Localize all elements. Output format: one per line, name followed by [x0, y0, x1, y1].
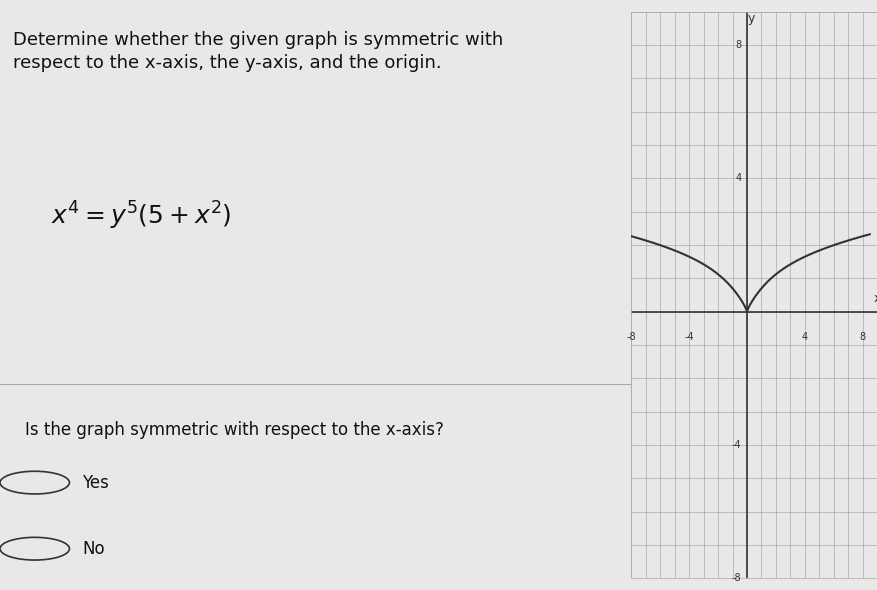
- Text: Yes: Yes: [82, 474, 109, 491]
- Text: 8: 8: [735, 40, 741, 50]
- Text: -8: -8: [731, 573, 741, 583]
- Text: 4: 4: [802, 332, 808, 342]
- Text: Determine whether the given graph is symmetric with
respect to the x-axis, the y: Determine whether the given graph is sym…: [12, 31, 503, 73]
- Text: -8: -8: [627, 332, 636, 342]
- Text: x: x: [873, 292, 877, 305]
- Text: -4: -4: [684, 332, 694, 342]
- Text: y: y: [748, 12, 755, 25]
- Text: 8: 8: [859, 332, 866, 342]
- Text: $x^4=y^5\left(5+x^2\right)$: $x^4=y^5\left(5+x^2\right)$: [51, 199, 232, 232]
- Text: 4: 4: [735, 173, 741, 183]
- Text: Is the graph symmetric with respect to the x-axis?: Is the graph symmetric with respect to t…: [25, 421, 444, 439]
- Text: -4: -4: [731, 440, 741, 450]
- Text: No: No: [82, 540, 104, 558]
